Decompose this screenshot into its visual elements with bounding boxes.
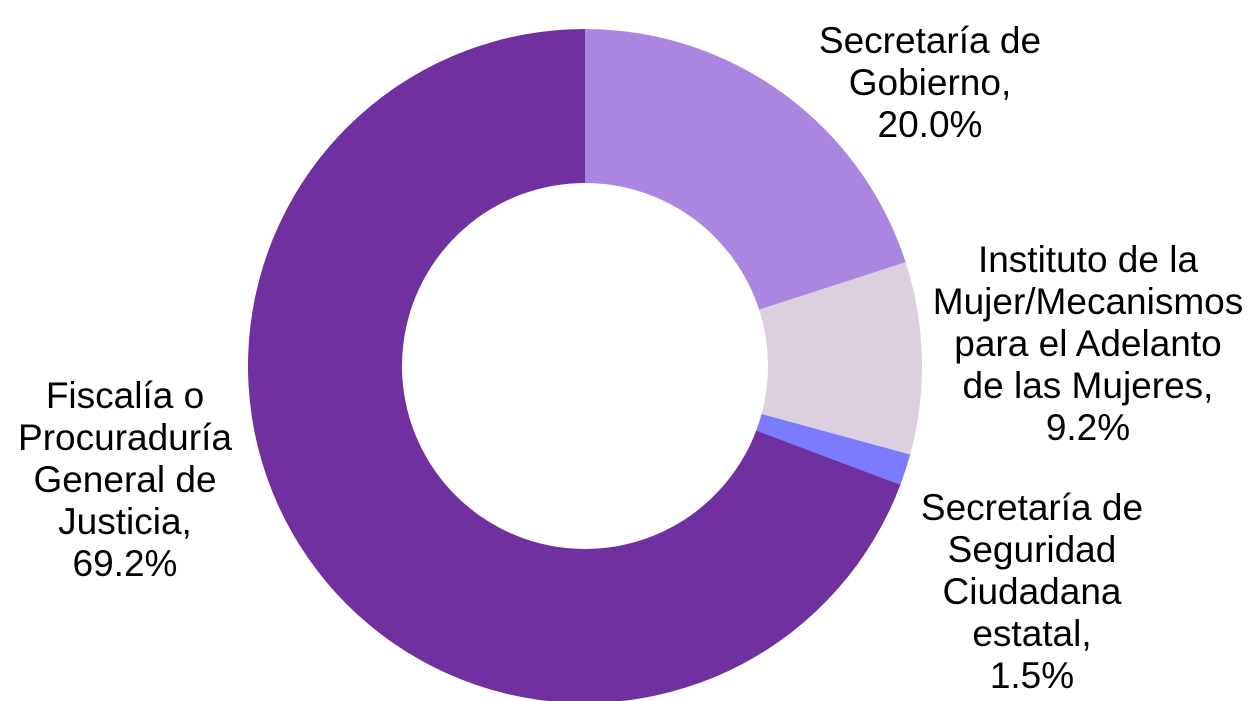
label-line: para el Adelanto	[954, 323, 1221, 364]
label-line: Justicia,	[58, 501, 192, 542]
label-line: 9.2%	[1046, 407, 1130, 448]
label-line: estatal,	[972, 613, 1091, 654]
label-secretaria-de-gobierno: Secretaría de Gobierno, 20.0%	[819, 20, 1041, 145]
label-line: Mujer/Mecanismos	[933, 281, 1243, 322]
slices	[248, 29, 922, 701]
slice-secretaria-de-gobierno	[585, 29, 906, 310]
label-line: 1.5%	[990, 655, 1074, 696]
label-line: Seguridad	[948, 529, 1117, 570]
labels: Secretaría de Gobierno, 20.0%Instituto de …	[18, 20, 1243, 696]
label-line: General de	[33, 459, 216, 500]
label-line: Gobierno,	[849, 62, 1012, 103]
label-line: Procuraduría	[18, 417, 232, 458]
label-line: 20.0%	[878, 104, 983, 145]
label-line: Secretaría de	[921, 487, 1143, 528]
label-line: 69.2%	[73, 543, 178, 584]
label-fiscalia-o-procuraduria: Fiscalía o Procuraduría General de Justicia…	[18, 375, 232, 584]
label-line: Ciudadana	[943, 571, 1122, 612]
label-line: Secretaría de	[819, 20, 1041, 61]
slice-fiscalia-o-procuraduria	[248, 29, 901, 701]
label-secretaria-de-seguridad: Secretaría de Seguridad Ciudadana estatal, 1…	[921, 487, 1143, 696]
label-line: de las Mujeres,	[963, 365, 1214, 406]
label-line: Fiscalía o	[46, 375, 204, 416]
label-instituto-de-la-mujer-mecanismos: Instituto de la Mujer/Mecanismos para el A…	[933, 239, 1243, 448]
slice-secretaria-de-seguridad	[756, 414, 911, 485]
slice-instituto-de-la-mujer-mecanismos	[759, 262, 922, 455]
label-line: Instituto de la	[978, 239, 1199, 280]
